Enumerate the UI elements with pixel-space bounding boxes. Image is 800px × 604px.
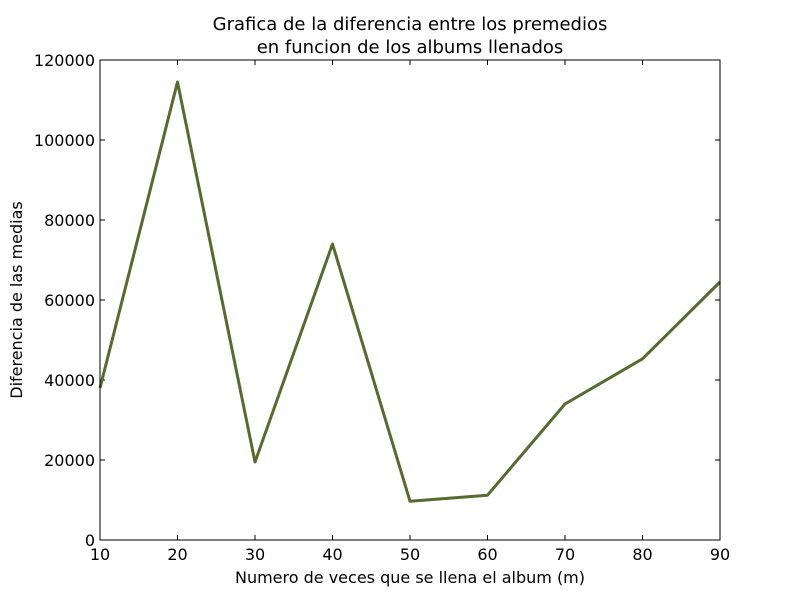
x-tick-label: 30 [245, 545, 265, 564]
plot-area-frame [99, 59, 721, 541]
y-tick-label: 100000 [34, 131, 95, 150]
x-axis-label: Numero de veces que se llena el album (m… [235, 568, 585, 587]
y-tick-label: 80000 [44, 211, 95, 230]
axis-ticks: 10 20 30 40 50 60 70 80 90 0 20000 40000 60000 80000 1… [34, 51, 730, 564]
x-tick-label: 40 [322, 545, 342, 564]
x-tick-label: 80 [632, 545, 652, 564]
x-tick-label: 20 [167, 545, 187, 564]
chart-title-line-1: Grafica de la diferencia entre los preme… [213, 14, 608, 35]
x-tick-label: 10 [90, 545, 110, 564]
y-tick-label: 0 [85, 531, 95, 550]
x-tick-label: 60 [477, 545, 497, 564]
y-tick-label: 60000 [44, 291, 95, 310]
y-tick-label: 20000 [44, 451, 95, 470]
x-tick-label: 70 [555, 545, 575, 564]
y-tick-label: 120000 [34, 51, 95, 70]
y-axis-label: Diferencia de las medias [7, 201, 26, 399]
series-line [98, 80, 722, 503]
x-tick-label: 90 [710, 545, 730, 564]
chart-title-line-2: en funcion de los albums llenados [257, 37, 564, 58]
data-series [98, 80, 722, 503]
x-tick-label: 50 [400, 545, 420, 564]
y-tick-label: 40000 [44, 371, 95, 390]
